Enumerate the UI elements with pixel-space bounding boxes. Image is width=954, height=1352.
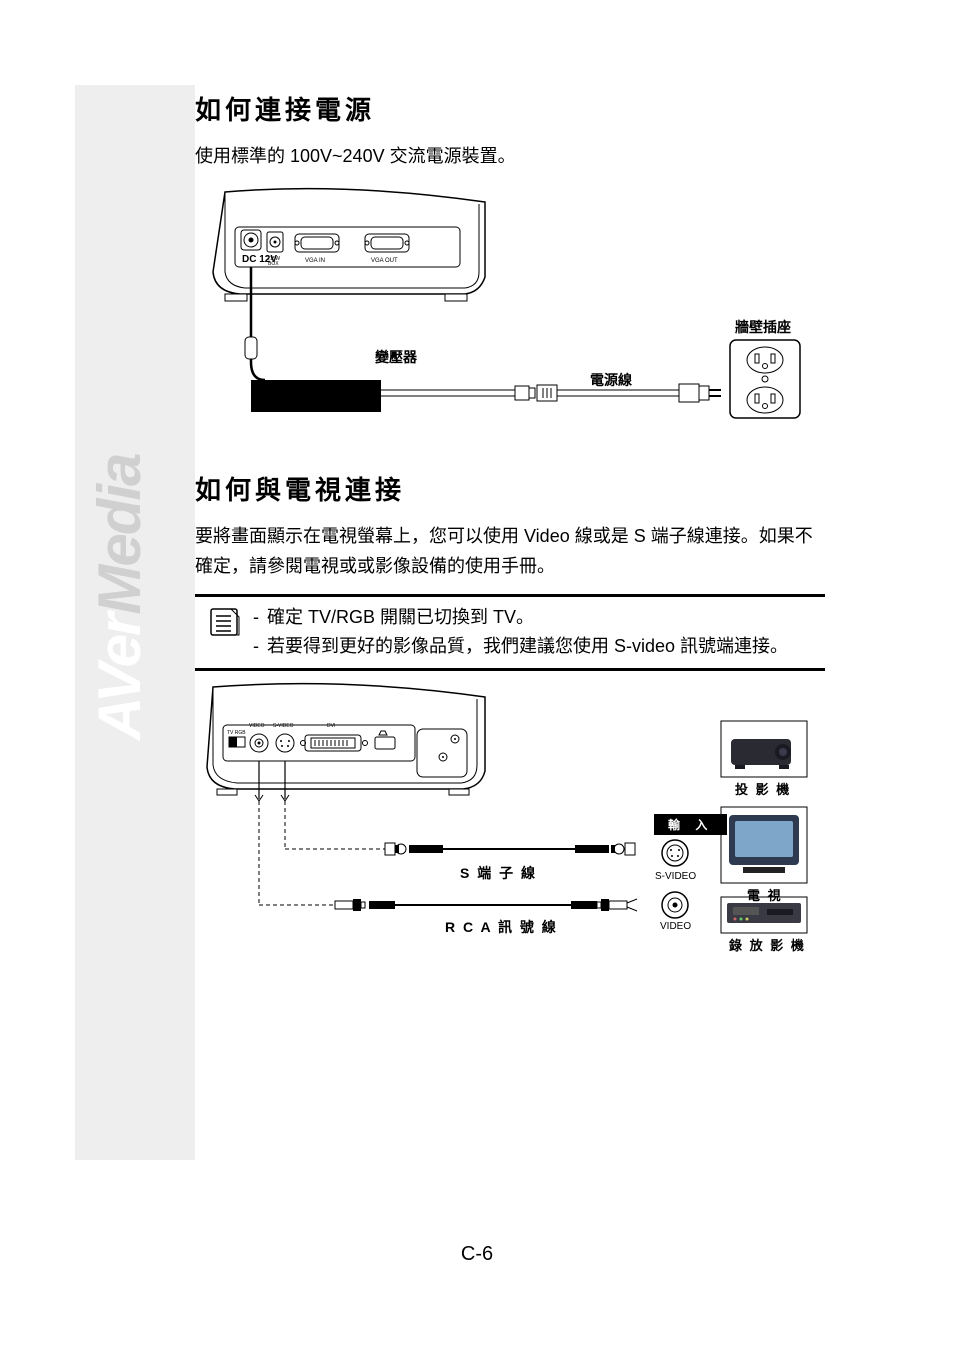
note-box: -確定 TV/RGB 開關已切換到 TV。 -若要得到更好的影像品質，我們建議您… xyxy=(195,594,825,672)
wall-label: 牆壁插座 xyxy=(735,317,791,337)
figure-power-connection: DC 12V 215W BOX VGA IN VGA OUT xyxy=(195,182,815,442)
page-number: C-6 xyxy=(0,1243,954,1266)
svideo-port-label: S-VIDEO xyxy=(273,723,294,729)
note-text-2: 若要得到更好的影像品質，我們建議您使用 S-video 訊號端連接。 xyxy=(267,632,788,661)
cord-label: 電源線 xyxy=(590,370,632,390)
svideo-input-label: S-VIDEO xyxy=(655,871,696,882)
power-diagram-svg: DC 12V 215W BOX VGA IN VGA OUT xyxy=(195,182,815,442)
note-text-1: 確定 TV/RGB 開關已切換到 TV。 xyxy=(267,603,534,632)
figure-tv-connection: TV RGB VIDEO S-VIDEO DVI xyxy=(195,679,815,969)
brand-media: Media xyxy=(86,455,153,615)
page-content: 如何連接電源 使用標準的 100V~240V 交流電源裝置。 DC 12V 21… xyxy=(195,90,825,969)
brand-logo: AVerMedia xyxy=(85,340,154,740)
projector-label: 投 影 機 xyxy=(735,779,791,798)
svg-text:BOX: BOX xyxy=(268,261,279,267)
input-label: 輸 入 xyxy=(654,814,727,835)
section1-body: 使用標準的 100V~240V 交流電源裝置。 xyxy=(195,141,825,172)
section2-body: 要將畫面顯示在電視螢幕上，您可以使用 Video 線或是 S 端子線連接。如果不… xyxy=(195,521,825,582)
tvrgb-label: TV RGB xyxy=(227,730,246,736)
dvi-label: DVI xyxy=(327,723,335,729)
rca-cable-label: R C A 訊 號 線 xyxy=(445,917,558,937)
video-input-label: VIDEO xyxy=(660,921,691,932)
section2-title: 如何與電視連接 xyxy=(195,470,825,507)
vgain-label: VGA IN xyxy=(305,258,325,264)
s-cable-label: S 端 子 線 xyxy=(460,863,537,883)
tv-label: 電 視 xyxy=(747,885,783,904)
brand-aver: AVer xyxy=(86,615,153,740)
section1-title: 如何連接電源 xyxy=(195,90,825,127)
vgaout-label: VGA OUT xyxy=(371,258,398,264)
adapter-label: 變壓器 xyxy=(375,347,417,367)
video-port-label: VIDEO xyxy=(249,723,265,729)
vcr-label: 錄 放 影 機 xyxy=(729,935,806,954)
note-icon xyxy=(195,603,245,661)
